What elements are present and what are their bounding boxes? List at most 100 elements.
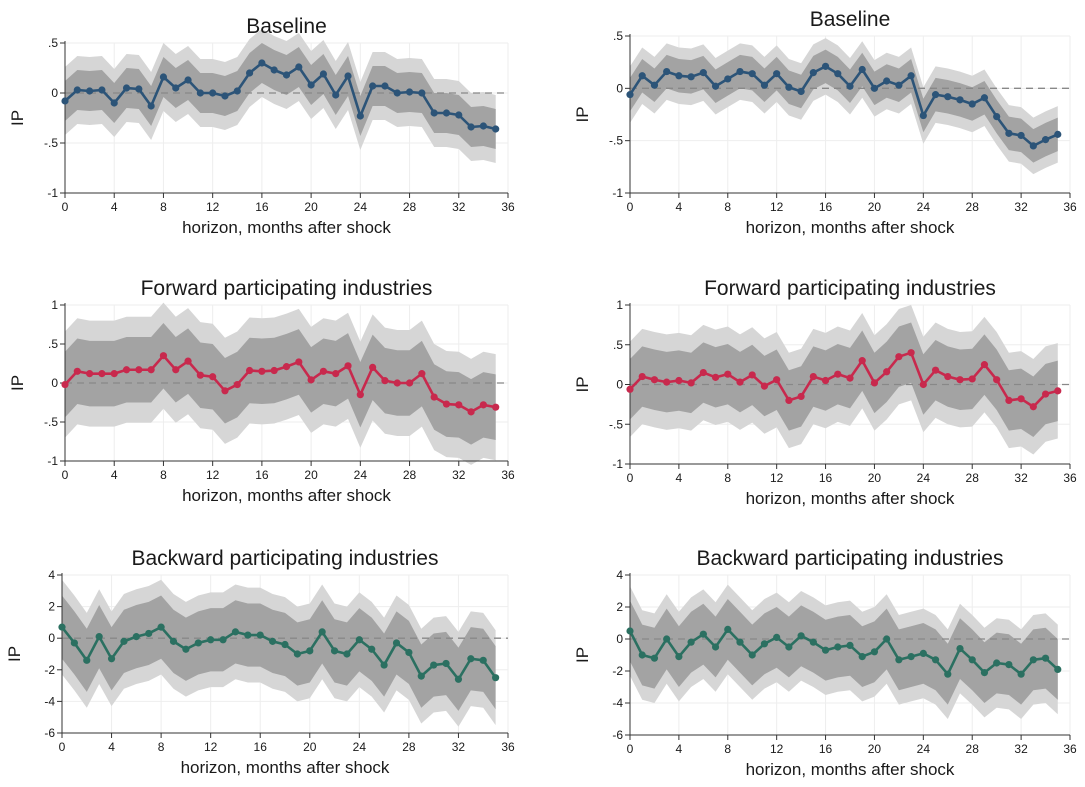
data-point bbox=[907, 349, 915, 357]
data-point bbox=[307, 81, 315, 89]
data-point bbox=[430, 661, 438, 669]
data-point bbox=[405, 648, 413, 657]
data-point bbox=[418, 370, 426, 378]
data-point bbox=[1054, 387, 1062, 395]
data-point bbox=[638, 651, 646, 659]
data-point bbox=[393, 379, 401, 387]
y-tick-label: -1 bbox=[612, 186, 623, 200]
x-tick-label: 24 bbox=[353, 740, 367, 754]
x-tick-label: 28 bbox=[966, 742, 980, 756]
x-tick-label: 0 bbox=[62, 200, 69, 214]
data-point bbox=[895, 353, 903, 361]
confidence-band-inner bbox=[630, 322, 1058, 437]
data-point bbox=[809, 372, 817, 381]
y-tick-label: -.5 bbox=[44, 415, 58, 429]
x-tick-label: 8 bbox=[724, 200, 731, 214]
x-tick-label: 8 bbox=[160, 468, 167, 482]
x-tick-label: 28 bbox=[402, 740, 416, 754]
data-point bbox=[1054, 130, 1062, 138]
data-point bbox=[931, 656, 940, 664]
data-point bbox=[219, 636, 227, 644]
confidence-band-inner bbox=[630, 599, 1058, 705]
x-tick-label: 12 bbox=[770, 200, 784, 214]
x-tick-label: 8 bbox=[160, 200, 167, 214]
data-point bbox=[381, 82, 389, 90]
y-tick-label: -1 bbox=[612, 457, 623, 471]
x-tick-label: 16 bbox=[819, 200, 833, 214]
data-point bbox=[209, 373, 217, 381]
data-point bbox=[209, 89, 217, 97]
x-tick-label: 4 bbox=[111, 200, 118, 214]
data-point bbox=[858, 65, 866, 74]
y-tick-label: 0 bbox=[616, 632, 623, 646]
data-point bbox=[748, 70, 756, 78]
data-point bbox=[73, 367, 81, 375]
y-tick-label: .5 bbox=[613, 338, 623, 352]
x-tick-label: 36 bbox=[1063, 742, 1077, 756]
data-point bbox=[355, 636, 363, 644]
data-point bbox=[675, 72, 683, 80]
data-point bbox=[135, 366, 143, 374]
data-point bbox=[1029, 656, 1037, 664]
data-point bbox=[870, 379, 879, 387]
data-point bbox=[269, 637, 277, 645]
data-point bbox=[895, 656, 903, 664]
data-point bbox=[492, 125, 500, 133]
x-tick-label: 32 bbox=[1014, 471, 1028, 485]
data-point bbox=[454, 675, 463, 683]
x-tick-label: 24 bbox=[354, 468, 368, 482]
data-point bbox=[980, 361, 989, 369]
data-point bbox=[306, 647, 314, 655]
data-point bbox=[492, 674, 500, 682]
x-tick-label: 20 bbox=[868, 200, 882, 214]
data-point bbox=[98, 370, 106, 378]
data-point bbox=[256, 631, 264, 639]
x-tick-label: 28 bbox=[403, 468, 417, 482]
data-point bbox=[122, 84, 131, 92]
chart-title: Forward participating industries bbox=[141, 277, 433, 300]
data-point bbox=[980, 669, 989, 677]
x-axis-label: horizon, months after shock bbox=[746, 489, 955, 508]
x-tick-label: 12 bbox=[206, 200, 220, 214]
data-point bbox=[70, 639, 78, 647]
data-point bbox=[132, 633, 140, 641]
x-tick-label: 20 bbox=[868, 471, 882, 485]
y-tick-label: -.5 bbox=[44, 136, 58, 150]
data-point bbox=[956, 376, 964, 384]
data-point bbox=[258, 367, 266, 375]
data-point bbox=[736, 638, 744, 646]
data-point bbox=[145, 629, 153, 638]
data-point bbox=[834, 643, 842, 651]
chart-panel-3: -1 -.5 0 .5 1 0 4 8 12 16 20 24 28 32 36 Forward partic… bbox=[8, 277, 515, 505]
data-point bbox=[626, 91, 634, 99]
data-point bbox=[430, 109, 438, 117]
data-point bbox=[258, 59, 266, 67]
data-point bbox=[418, 89, 426, 97]
y-tick-label: 0 bbox=[51, 86, 58, 100]
data-point bbox=[95, 633, 103, 641]
y-tick-label: 0 bbox=[616, 378, 623, 392]
data-point bbox=[221, 92, 229, 100]
data-point bbox=[834, 370, 842, 378]
data-point bbox=[184, 76, 192, 84]
data-point bbox=[907, 653, 915, 661]
x-tick-label: 28 bbox=[403, 200, 417, 214]
chart-title: Forward participating industries bbox=[704, 277, 996, 300]
data-point bbox=[809, 69, 817, 77]
x-tick-label: 16 bbox=[254, 740, 268, 754]
data-point bbox=[110, 370, 118, 378]
data-point bbox=[1054, 665, 1062, 674]
data-point bbox=[61, 97, 69, 105]
data-point bbox=[393, 89, 401, 97]
data-point bbox=[172, 84, 180, 92]
data-point bbox=[110, 99, 118, 107]
x-tick-label: 24 bbox=[917, 200, 931, 214]
data-point bbox=[233, 87, 241, 95]
data-point bbox=[430, 393, 438, 401]
data-point bbox=[760, 640, 769, 648]
data-point bbox=[479, 122, 487, 130]
data-point bbox=[944, 93, 952, 101]
data-point bbox=[319, 70, 328, 78]
data-point bbox=[1005, 661, 1013, 669]
